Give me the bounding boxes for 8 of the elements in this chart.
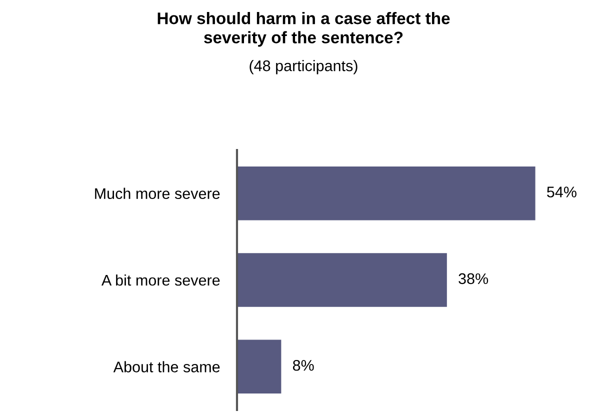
- chart-title: How should harm in a case affect the severity of the sentence?: [158, 12, 450, 47]
- chart-subtitle: (48 participants): [250, 60, 358, 74]
- y-tick-label: Much more severe: [95, 188, 220, 200]
- y-tick-label: A bit more severe: [101, 274, 220, 286]
- data-label: 38%: [458, 273, 488, 284]
- y-tick-label: About the same: [113, 361, 220, 372]
- data-label: 8%: [292, 360, 314, 371]
- data-label: 54%: [547, 186, 576, 198]
